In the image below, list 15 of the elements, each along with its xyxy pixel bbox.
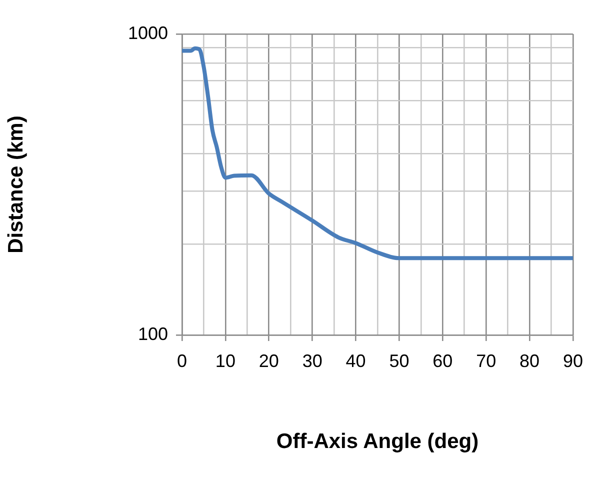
x-tick-label: 0 — [176, 350, 188, 371]
x-tick-label: 60 — [432, 350, 453, 371]
x-tick-label: 80 — [520, 350, 540, 371]
line-series — [182, 46, 573, 260]
x-tick-label: 30 — [302, 350, 322, 371]
x-tick-label: 70 — [476, 350, 496, 371]
y-tick-label: 100 — [138, 324, 168, 344]
y-tick-label: 1000 — [128, 22, 168, 43]
x-tick-label: 10 — [215, 350, 236, 371]
x-axis-title: Off-Axis Angle (deg) — [276, 430, 479, 454]
x-tick-label: 90 — [562, 350, 584, 371]
x-tick-label: 50 — [389, 350, 410, 371]
x-tick-label: 20 — [258, 350, 279, 371]
x-tick-label: 40 — [346, 350, 366, 371]
y-axis-title: Distance (km) — [4, 116, 28, 254]
